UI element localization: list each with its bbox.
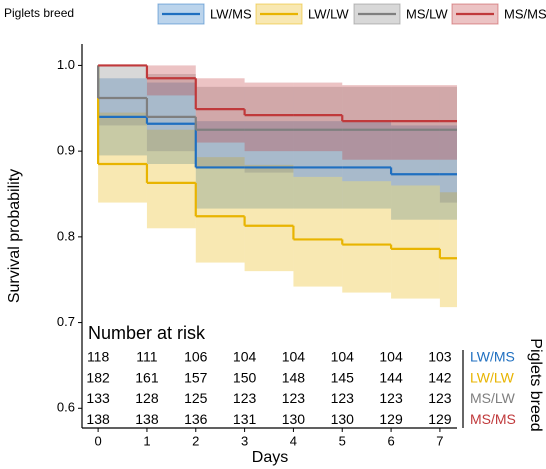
legend-label: MS/MS xyxy=(504,6,546,21)
at-risk-count: 103 xyxy=(428,349,452,365)
ci-band xyxy=(439,192,457,308)
at-risk-count: 145 xyxy=(331,369,355,385)
at-risk-count: 148 xyxy=(282,369,306,385)
ci-band xyxy=(195,121,245,209)
at-risk-count: 123 xyxy=(331,390,355,406)
at-risk-count: 142 xyxy=(428,369,452,385)
ci-band xyxy=(98,65,147,126)
ci-band xyxy=(244,164,294,272)
x-axis-label: Days xyxy=(252,449,288,466)
at-risk-count: 125 xyxy=(184,390,208,406)
ci-band xyxy=(146,129,196,229)
at-risk-count: 150 xyxy=(233,369,257,385)
x-tick-label: 7 xyxy=(436,433,443,448)
at-risk-count: 104 xyxy=(379,349,403,365)
legend-title: Piglets breed xyxy=(4,6,74,20)
x-tick-label: 6 xyxy=(387,433,394,448)
ci-band xyxy=(342,86,392,182)
ci-band xyxy=(195,157,245,263)
ci-band xyxy=(391,85,440,160)
x-tick-label: 4 xyxy=(290,433,297,448)
at-risk-count: 138 xyxy=(135,411,159,427)
legend-label: LW/LW xyxy=(308,6,349,21)
ci-band xyxy=(342,181,392,293)
at-risk-count: 123 xyxy=(233,390,257,406)
at-risk-count: 106 xyxy=(184,349,208,365)
ci-band xyxy=(244,121,294,209)
ci-band xyxy=(146,74,196,152)
ci-band xyxy=(439,85,457,160)
x-tick-label: 2 xyxy=(192,433,199,448)
y-axis-label: Survival probability xyxy=(6,169,23,303)
at-risk-count: 123 xyxy=(282,390,306,406)
x-tick-label: 5 xyxy=(339,433,346,448)
at-risk-count: 133 xyxy=(86,390,110,406)
ci-band xyxy=(342,121,392,209)
ci-band xyxy=(195,78,245,143)
at-risk-count: 128 xyxy=(135,390,159,406)
lines xyxy=(97,64,457,260)
at-risk-count: 104 xyxy=(282,349,306,365)
legend-label: LW/MS xyxy=(210,6,252,21)
at-risk-count: 104 xyxy=(233,349,257,365)
at-risk-count: 144 xyxy=(379,369,403,385)
ci-band xyxy=(293,82,343,152)
risk-strata-label: LW/LW xyxy=(470,369,515,385)
ci-band xyxy=(293,176,343,287)
ci-band xyxy=(391,125,440,220)
ci-band xyxy=(439,125,457,220)
ci-band xyxy=(244,82,294,152)
at-risk-count: 130 xyxy=(282,411,306,427)
risk-strata-label: MS/LW xyxy=(470,390,516,406)
risk-title: Number at risk xyxy=(88,323,206,343)
ci-band xyxy=(391,86,440,186)
at-risk-count: 138 xyxy=(86,411,110,427)
y-tick-label: 0.8 xyxy=(57,228,75,243)
ci-band xyxy=(342,85,392,160)
at-risk-count: 161 xyxy=(135,369,159,385)
ci-band xyxy=(146,65,196,96)
at-risk-count: 129 xyxy=(428,411,452,427)
risk-legend-title: Piglets breed xyxy=(527,338,544,431)
at-risk-count: 123 xyxy=(379,390,403,406)
x-tick-label: 0 xyxy=(94,433,101,448)
at-risk-count: 182 xyxy=(86,369,110,385)
ci-band xyxy=(293,121,343,209)
at-risk-count: 157 xyxy=(184,369,208,385)
at-risk-count: 118 xyxy=(87,349,110,365)
at-risk-count: 136 xyxy=(184,411,208,427)
risk-strata-label: LW/MS xyxy=(470,349,515,365)
at-risk-count: 104 xyxy=(331,349,355,365)
x-tick-label: 3 xyxy=(241,433,248,448)
x-tick-label: 1 xyxy=(143,433,150,448)
ci-band xyxy=(391,185,440,299)
y-tick-label: 1.0 xyxy=(57,57,75,72)
risk-strata-label: MS/MS xyxy=(470,411,516,427)
at-risk-count: 130 xyxy=(331,411,355,427)
y-tick-label: 0.7 xyxy=(57,314,75,329)
ci-band xyxy=(195,86,245,169)
bands xyxy=(98,65,457,308)
at-risk-count: 129 xyxy=(379,411,403,427)
at-risk-count: 123 xyxy=(428,390,452,406)
ci-band xyxy=(293,86,343,177)
legend-label: MS/LW xyxy=(406,6,448,21)
ci-band xyxy=(98,112,147,203)
y-tick-label: 0.6 xyxy=(57,400,75,415)
y-tick-label: 0.9 xyxy=(57,143,75,158)
at-risk-count: 131 xyxy=(233,411,257,427)
at-risk-count: 111 xyxy=(136,349,157,365)
